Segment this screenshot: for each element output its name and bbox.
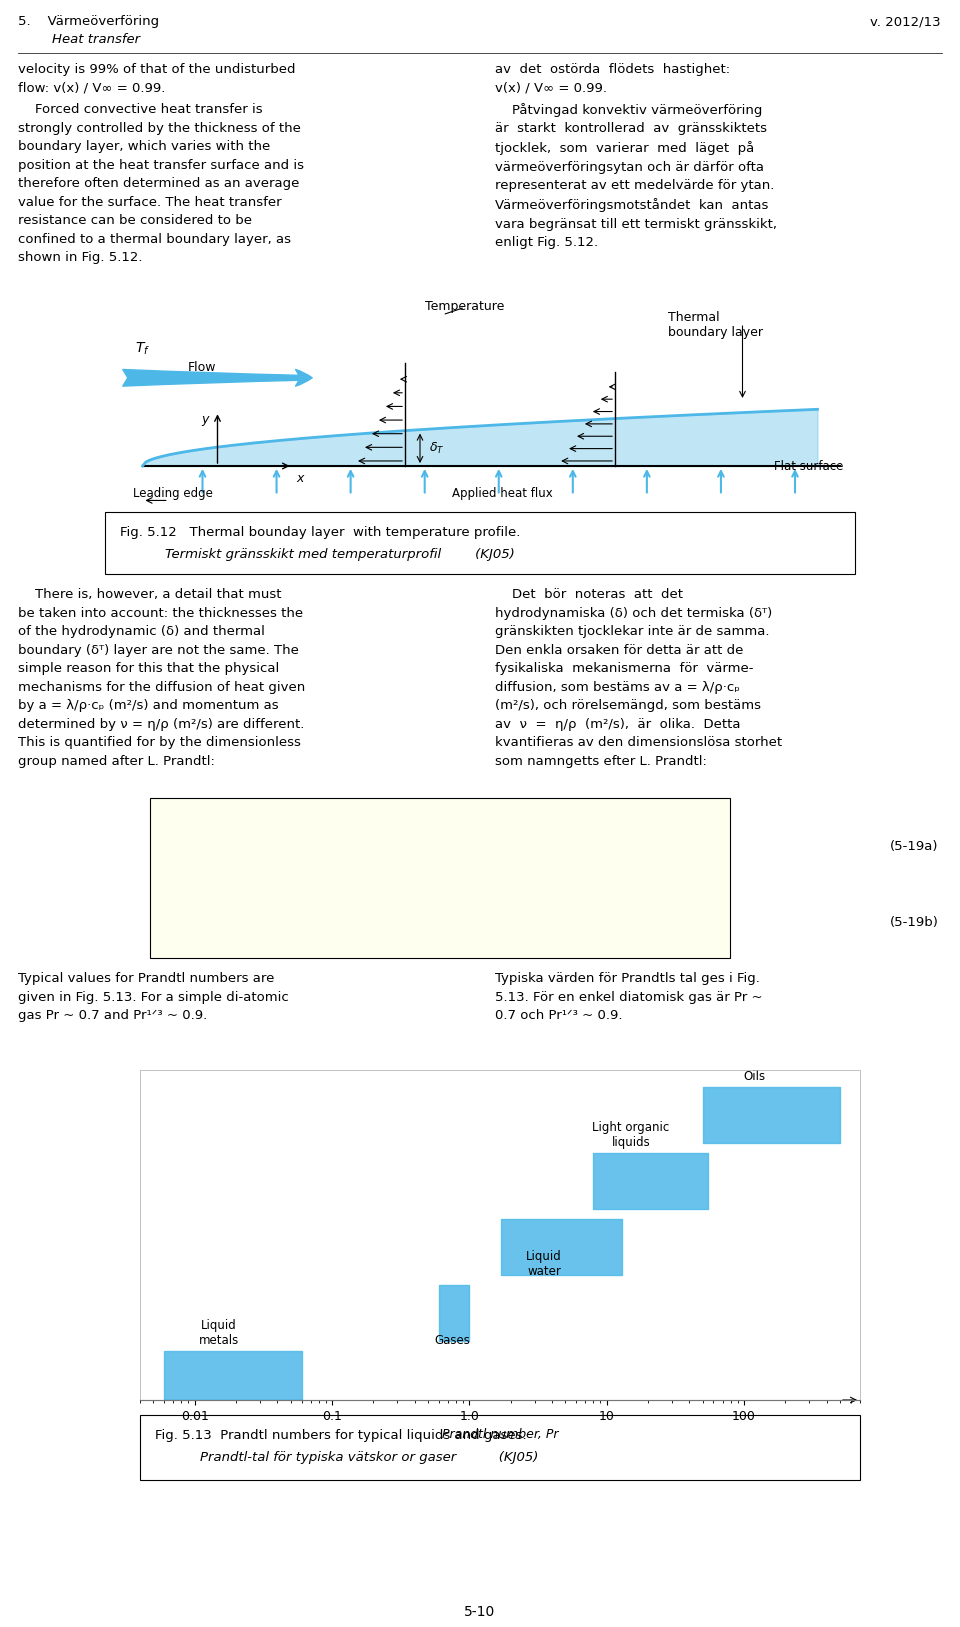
Text: Oils: Oils [744,1071,766,1084]
Text: $\delta_T$: $\delta_T$ [429,441,444,456]
Text: (5-19a): (5-19a) [890,840,939,853]
X-axis label: Prandtl number, Pr: Prandtl number, Pr [442,1429,559,1442]
Text: (5-19b): (5-19b) [890,916,939,929]
Text: y: y [202,413,208,426]
Text: Heat transfer: Heat transfer [35,33,140,46]
Text: Flow: Flow [187,361,216,374]
Text: There is, however, a detail that must
be taken into account: the thicknesses the: There is, however, a detail that must be… [18,587,305,768]
Text: Thermal
boundary layer: Thermal boundary layer [667,311,762,338]
Text: 5-10: 5-10 [465,1604,495,1619]
Text: Typiska värden för Prandtls tal ges i Fig.
5.13. För en enkel diatomisk gas är P: Typiska värden för Prandtls tal ges i Fi… [495,971,762,1022]
Text: $\dfrac{\delta}{\delta_T} = \left(\dfrac{c_p \cdot \eta}{\lambda}\right)^{\!\!\f: $\dfrac{\delta}{\delta_T} = \left(\dfrac… [165,887,507,931]
Text: Typical values for Prandtl numbers are
given in Fig. 5.13. For a simple di-atomi: Typical values for Prandtl numbers are g… [18,971,289,1022]
Text: 5.    Värmeöverföring: 5. Värmeöverföring [18,15,159,28]
Text: Påtvingad konvektiv värmeöverföring
är  starkt  kontrollerad  av  gränsskiktets
: Påtvingad konvektiv värmeöverföring är s… [495,103,777,249]
Text: v. 2012/13: v. 2012/13 [870,15,941,28]
Text: Liquid
water: Liquid water [526,1250,562,1277]
Text: x: x [297,472,303,485]
Text: Fig. 5.12   Thermal bounday layer  with temperature profile.: Fig. 5.12 Thermal bounday layer with tem… [120,526,520,539]
Text: $\mathrm{Pr} = \left(\dfrac{\nu}{a}\right) = \dfrac{\mathrm{viscous\ diffusion\ : $\mathrm{Pr} = \left(\dfrac{\nu}{a}\righ… [165,810,455,848]
Text: Liquid
metals: Liquid metals [199,1319,239,1347]
Text: Flat surface: Flat surface [775,459,844,472]
Text: $T_f$: $T_f$ [135,340,150,356]
Text: Light organic
liquids: Light organic liquids [592,1121,669,1149]
Text: Fig. 5.13  Prandtl numbers for typical liquids and gases.: Fig. 5.13 Prandtl numbers for typical li… [155,1429,527,1442]
Text: Applied heat flux: Applied heat flux [452,488,553,501]
Text: Forced convective heat transfer is
strongly controlled by the thickness of the
b: Forced convective heat transfer is stron… [18,103,304,264]
Text: velocity is 99% of that of the undisturbed
flow: v(x) / V∞ = 0.99.: velocity is 99% of that of the undisturb… [18,63,296,94]
Text: Temperature: Temperature [425,299,505,312]
Text: Det  bör  noteras  att  det
hydrodynamiska (δ) och det termiska (δᵀ)
gränskikten: Det bör noteras att det hydrodynamiska (… [495,587,782,768]
Text: av  det  ostörda  flödets  hastighet:
v(x) / V∞ = 0.99.: av det ostörda flödets hastighet: v(x) /… [495,63,731,94]
Text: Gases: Gases [434,1334,470,1347]
Text: Prandtl-tal för typiska vätskor or gaser          (KJ05): Prandtl-tal för typiska vätskor or gaser… [200,1451,539,1464]
Text: Termiskt gränsskikt med temperaturprofil        (KJ05): Termiskt gränsskikt med temperaturprofil… [165,548,515,561]
Text: Leading edge: Leading edge [132,488,212,501]
